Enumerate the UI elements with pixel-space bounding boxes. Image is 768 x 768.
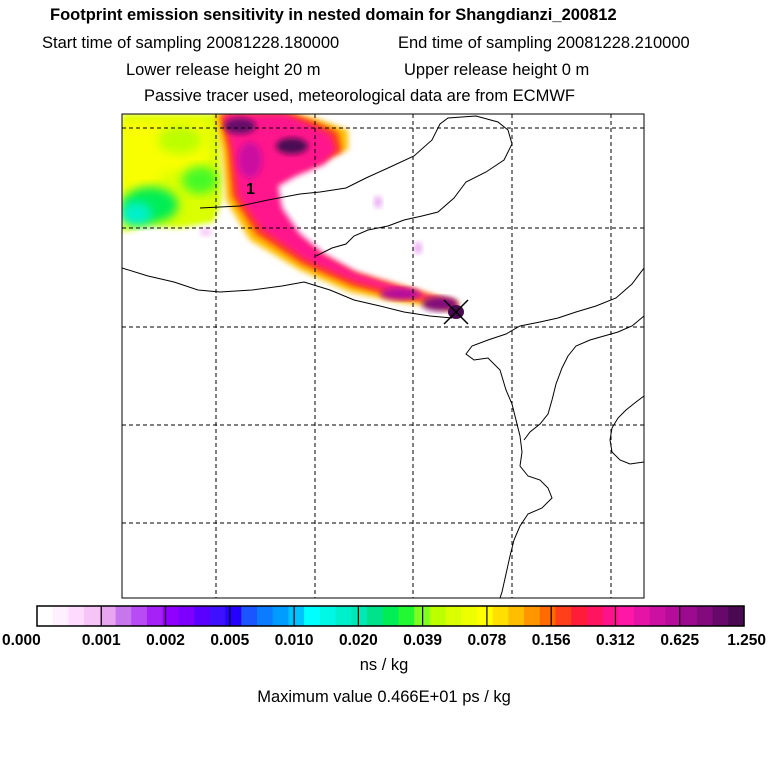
colorbar-cell [272, 606, 289, 626]
colorbar-tick-label: 0.001 [82, 632, 121, 649]
colorbar-cell [241, 606, 258, 626]
colorbar-cell [84, 606, 101, 626]
lower-release-height-label: Lower release height 20 m [126, 61, 321, 79]
colorbar-tick-label: 0.078 [468, 632, 507, 649]
colorbar-cell [602, 606, 619, 626]
lat-lon-grid [122, 114, 644, 598]
upper-release-height-label: Upper release height 0 m [404, 61, 590, 79]
colorbar-tick-label: 0.156 [532, 632, 571, 649]
colorbar-cell [634, 606, 651, 626]
plot-title: Footprint emission sensitivity in nested… [50, 6, 617, 24]
tracer-note: Passive tracer used, meteorological data… [144, 87, 575, 105]
colorbar-cell [146, 606, 164, 626]
colorbar-cell [335, 606, 352, 626]
colorbar-cell [492, 606, 509, 626]
colorbar-unit: ns / kg [359, 656, 409, 674]
colorbar-cell [351, 606, 368, 626]
colorbar-cell [445, 606, 462, 626]
colorbar-cell [429, 606, 447, 626]
colorbar-tick-label: 0.005 [210, 632, 249, 649]
colorbar-cell [649, 606, 667, 626]
colorbar-cell [398, 606, 415, 626]
release-heights: Lower release height 20 m Upper release … [126, 61, 768, 80]
footprint-map: 1 [121, 113, 645, 599]
maximum-value-label: Maximum value 0.466E+01 ps / kg [257, 688, 511, 706]
colorbar-cell [586, 606, 604, 626]
colorbar-cell [508, 606, 525, 626]
colorbar-cell [256, 606, 274, 626]
sampling-times: Start time of sampling 20081228.180000 E… [42, 34, 768, 53]
colorbar-cell [304, 606, 321, 626]
colorbar-cell [319, 606, 337, 626]
colorbar-frame [36, 605, 745, 627]
colorbar-cell [665, 606, 682, 626]
colorbar-cell [476, 606, 494, 626]
colorbar-cell [225, 606, 242, 626]
map-frame [121, 113, 645, 599]
colorbar-tick-labels: 0.000 0.001 0.002 0.005 0.010 0.020 0.039 0.078… [2, 632, 766, 649]
colorbar: 0.000 0.001 0.002 0.005 0.010 0.020 0.039 0.078… [2, 605, 766, 649]
colorbar-cell [288, 606, 305, 626]
colorbar-tick-label: 1.250 [727, 632, 766, 649]
colorbar-cell [99, 606, 117, 626]
colorbar-tick-label: 0.002 [146, 632, 185, 649]
colorbar-cell [681, 606, 698, 626]
colorbar-cell [115, 606, 132, 626]
colorbar-cell [68, 606, 85, 626]
colorbar-cell [555, 606, 572, 626]
colorbar-ticks [100, 606, 681, 626]
colorbar-cell [52, 606, 70, 626]
colorbar-cell [524, 606, 541, 626]
start-time-label: Start time of sampling 20081228.180000 [42, 34, 340, 52]
colorbar-cell [618, 606, 635, 626]
colorbar-cell [461, 606, 478, 626]
colorbar-tick-label: 0.312 [596, 632, 635, 649]
colorbar-cell [37, 606, 54, 626]
colorbar-cell [571, 606, 588, 626]
colorbar-tick-label: 0.010 [275, 632, 314, 649]
colorbar-cell [712, 606, 729, 626]
colorbar-cell [382, 606, 399, 626]
colorbar-cell [162, 606, 179, 626]
colorbar-tick-label: 0.039 [403, 632, 442, 649]
colorbar-tick-label: 0.625 [660, 632, 699, 649]
release-site-marker [443, 299, 469, 325]
colorbar-cell [194, 606, 211, 626]
release-number-label: 1 [246, 181, 255, 198]
colorbar-tick-label: 0.000 [2, 632, 41, 649]
colorbar-cell [539, 606, 557, 626]
colorbar-cell [366, 606, 384, 626]
sensitivity-field [122, 114, 464, 319]
colorbar-cell [209, 606, 227, 626]
colorbar-cell [728, 606, 745, 626]
end-time-label: End time of sampling 20081228.210000 [398, 34, 690, 52]
colorbar-cell [131, 606, 148, 626]
colorbar-cell [696, 606, 714, 626]
colorbar-tick-label: 0.020 [339, 632, 378, 649]
colorbar-cells [37, 606, 745, 626]
colorbar-cell [178, 606, 195, 626]
